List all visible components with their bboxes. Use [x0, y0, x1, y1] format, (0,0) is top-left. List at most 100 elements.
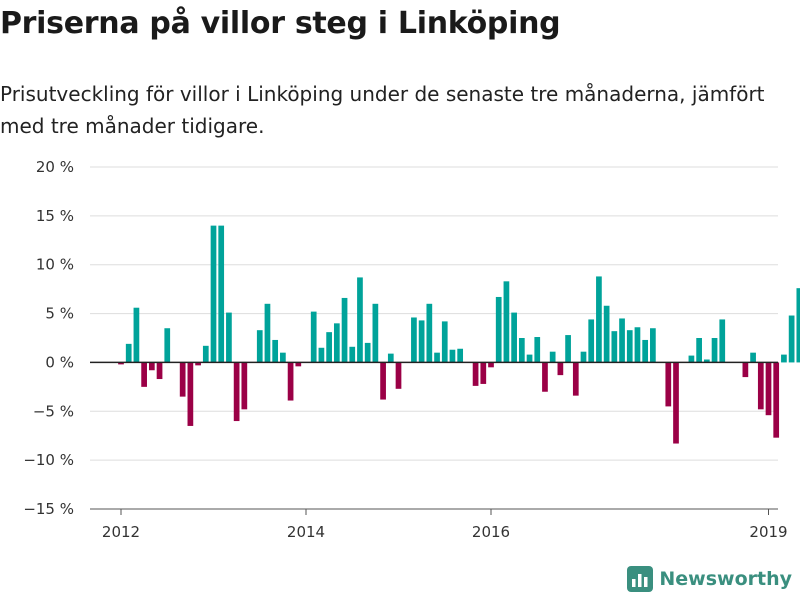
bar — [619, 318, 625, 363]
bar — [264, 303, 271, 363]
bar — [449, 349, 456, 363]
bar — [372, 303, 379, 363]
bar — [411, 317, 417, 363]
bar — [164, 328, 171, 363]
brand-name: Newsworthy — [659, 568, 792, 590]
bar — [210, 225, 217, 363]
y-tick-label: −15 % — [23, 500, 74, 518]
bar — [534, 337, 541, 363]
bar — [688, 355, 695, 363]
bar — [395, 362, 402, 389]
bar — [596, 276, 602, 363]
bar — [380, 362, 386, 400]
bar — [626, 330, 633, 363]
bar — [488, 362, 494, 368]
x-tick-label: 2012 — [102, 523, 140, 541]
bar — [333, 323, 340, 363]
bars — [118, 225, 800, 444]
y-tick-label: 15 % — [36, 207, 74, 225]
bar — [518, 338, 525, 363]
bar — [280, 352, 286, 363]
bar — [241, 362, 248, 410]
bar — [141, 362, 147, 387]
x-axis: 2012201420162019202120232025 — [90, 508, 788, 541]
bar — [765, 362, 772, 416]
bar — [480, 362, 487, 384]
bar — [195, 362, 201, 366]
y-tick-label: −10 % — [23, 451, 74, 469]
bar — [719, 319, 726, 363]
bar — [642, 339, 649, 363]
bar — [549, 351, 556, 363]
grid-lines — [90, 166, 778, 510]
y-tick-label: 0 % — [45, 353, 74, 371]
bar — [703, 359, 710, 363]
bar — [148, 362, 155, 371]
bar — [580, 351, 587, 363]
bar — [287, 362, 294, 401]
bar — [665, 362, 672, 407]
y-tick-label: 5 % — [45, 305, 74, 323]
newsworthy-logo: Newsworthy — [627, 566, 792, 592]
bar — [742, 362, 749, 378]
bar — [634, 327, 641, 363]
bar — [272, 339, 279, 363]
bar — [387, 353, 394, 363]
bar — [650, 328, 656, 363]
bar — [434, 352, 440, 363]
bar — [603, 305, 610, 363]
bar — [357, 277, 363, 363]
chart-title: Priserna på villor steg i Linköping — [0, 6, 561, 41]
bar — [503, 281, 510, 363]
bar — [318, 347, 325, 363]
bar — [495, 296, 502, 363]
bar — [326, 332, 332, 363]
bar — [542, 362, 548, 392]
bar — [233, 362, 240, 422]
bar — [696, 338, 702, 363]
bar — [226, 312, 232, 363]
bar — [295, 362, 302, 367]
bar — [256, 330, 263, 363]
bar — [572, 362, 579, 396]
bar — [125, 343, 132, 363]
bar — [588, 319, 595, 363]
bar — [757, 362, 764, 410]
y-tick-label: 20 % — [36, 158, 74, 176]
bar — [349, 346, 356, 363]
bar — [781, 354, 787, 363]
x-tick-label: 2019 — [749, 523, 787, 541]
bar — [418, 320, 425, 363]
bar — [472, 362, 479, 386]
y-tick-label: −5 % — [33, 402, 74, 420]
bar — [202, 345, 209, 363]
x-tick-label: 2016 — [472, 523, 510, 541]
bar-chart-icon — [627, 566, 654, 592]
bar — [441, 321, 448, 363]
bar — [118, 362, 124, 365]
bar — [565, 335, 571, 363]
bar — [511, 312, 517, 363]
bar — [788, 315, 795, 363]
chart-subtitle: Prisutveckling för villor i Linköping un… — [0, 82, 765, 138]
bar — [133, 307, 140, 363]
bar — [187, 362, 194, 426]
bar — [457, 348, 464, 363]
bar — [526, 354, 533, 363]
bar — [557, 362, 564, 376]
bar — [796, 288, 800, 363]
y-tick-label: 10 % — [36, 256, 74, 274]
bar — [179, 362, 186, 397]
bar — [750, 352, 756, 363]
bar — [218, 225, 225, 363]
y-axis-labels: 20 % 15 % 10 % 5 % 0 % −5 % −10 % −15 % — [23, 158, 74, 518]
bar — [773, 362, 780, 438]
bar — [426, 303, 433, 363]
bar — [364, 342, 371, 363]
x-tick-label: 2014 — [287, 523, 325, 541]
bar — [711, 338, 718, 363]
bar — [341, 297, 348, 363]
bar — [673, 362, 679, 444]
bar — [611, 331, 618, 363]
